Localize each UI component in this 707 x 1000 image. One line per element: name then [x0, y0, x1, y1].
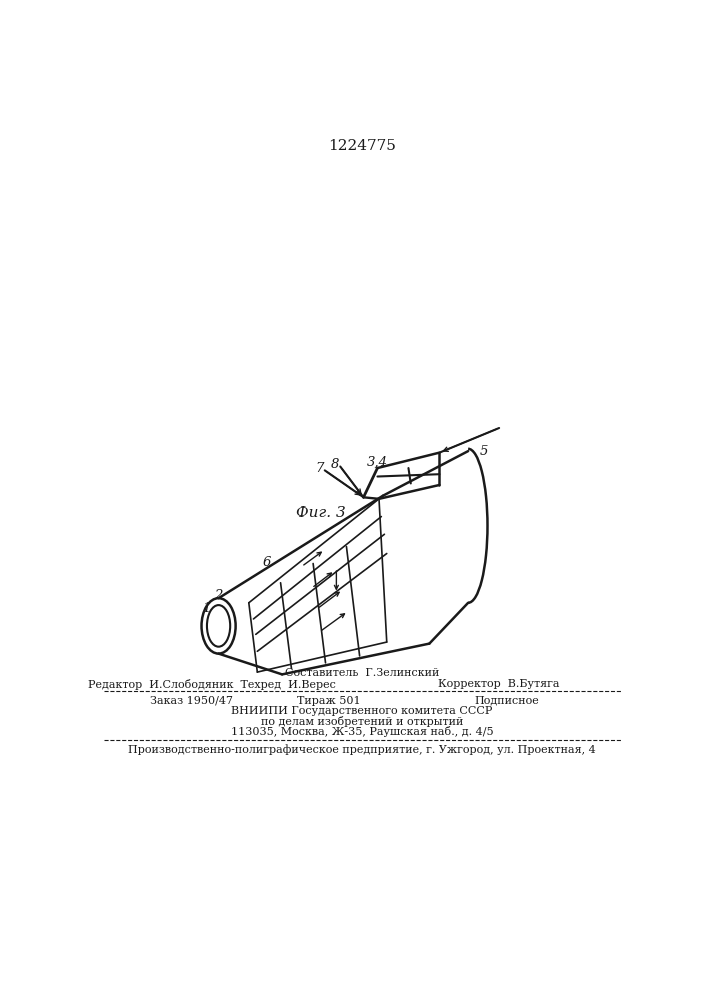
Text: Тираж 501: Тираж 501	[297, 696, 361, 706]
Text: по делам изобретений и открытий: по делам изобретений и открытий	[261, 716, 463, 727]
Text: Редактор  И.Слободяник  Техред  И.Верес: Редактор И.Слободяник Техред И.Верес	[88, 679, 337, 690]
Text: 7: 7	[315, 462, 324, 475]
Text: ВНИИПИ Государственного комитета СССР: ВНИИПИ Государственного комитета СССР	[231, 706, 493, 716]
Text: Корректор  В.Бутяга: Корректор В.Бутяга	[438, 679, 560, 689]
Text: 8: 8	[331, 458, 339, 471]
Text: 6: 6	[262, 556, 271, 569]
Text: 3,4: 3,4	[367, 456, 388, 469]
Text: 1: 1	[202, 602, 211, 615]
Text: Составитель  Г.Зелинский: Составитель Г.Зелинский	[285, 668, 439, 678]
Text: 5: 5	[479, 445, 488, 458]
Text: Заказ 1950/47: Заказ 1950/47	[151, 696, 233, 706]
Text: Производственно-полиграфическое предприятие, г. Ужгород, ул. Проектная, 4: Производственно-полиграфическое предприя…	[128, 744, 596, 755]
Text: 2: 2	[214, 589, 223, 602]
Text: 113035, Москва, Ж-35, Раушская наб., д. 4/5: 113035, Москва, Ж-35, Раушская наб., д. …	[230, 726, 493, 737]
Text: 1224775: 1224775	[328, 139, 396, 153]
Text: Подписное: Подписное	[474, 696, 539, 706]
Text: Фиг. 3: Фиг. 3	[296, 506, 346, 520]
